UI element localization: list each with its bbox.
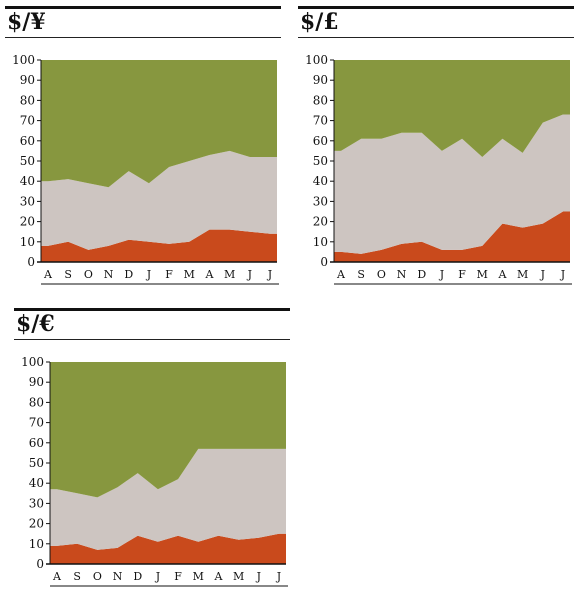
area-series-1 — [334, 114, 570, 254]
y-tick-label: 0 — [320, 255, 328, 269]
y-tick-label: 30 — [313, 194, 328, 208]
x-tick-label: M — [224, 268, 235, 281]
panel-top-rule — [5, 6, 281, 9]
y-tick-label: 50 — [20, 154, 35, 168]
title-underline — [5, 37, 281, 38]
y-tick-label: 90 — [29, 375, 44, 389]
x-tick-label: J — [155, 570, 160, 583]
chart-panel-usd-eur: $/€ 0 10 20 30 40 50 60 70 80 90 100 A S O N D J F M A M J J — [14, 308, 290, 598]
y-tick-label: 30 — [20, 194, 35, 208]
x-tick-label: N — [104, 268, 114, 281]
x-tick-label: A — [52, 570, 62, 583]
x-tick-label: J — [439, 268, 444, 281]
y-tick-label: 10 — [29, 537, 44, 551]
y-tick-label: 20 — [29, 517, 44, 531]
area-series-2 — [41, 60, 277, 188]
y-tick-label: 80 — [313, 93, 328, 107]
title-underline — [298, 37, 574, 38]
area-series-1 — [50, 448, 286, 550]
area-series-2 — [50, 362, 286, 498]
y-tick-label: 0 — [36, 557, 44, 571]
area-series-0 — [334, 211, 570, 262]
x-tick-label: N — [397, 268, 407, 281]
x-tick-label: S — [64, 268, 72, 281]
y-tick-label: 0 — [27, 255, 35, 269]
chart-title: $/¥ — [7, 9, 46, 35]
y-tick-label: 10 — [313, 235, 328, 249]
x-tick-label: O — [377, 268, 386, 281]
y-tick-label: 100 — [21, 355, 44, 369]
x-tick-label: D — [124, 268, 133, 281]
x-tick-label: J — [247, 268, 252, 281]
area-series-1 — [41, 150, 277, 250]
chart-panel-usd-jpy: $/¥ 0 10 20 30 40 50 60 70 80 90 100 A S O N D J F M A M J J — [5, 6, 281, 296]
area-series-2 — [334, 60, 570, 157]
area-series-0 — [41, 229, 277, 262]
y-tick-label: 40 — [29, 476, 44, 490]
x-tick-label: J — [560, 268, 565, 281]
x-tick-label: A — [43, 268, 53, 281]
title-underline — [14, 339, 290, 340]
x-tick-label: F — [174, 570, 182, 583]
x-tick-label: J — [276, 570, 281, 583]
x-tick-label: M — [233, 570, 244, 583]
x-tick-label: A — [213, 570, 223, 583]
x-tick-label: J — [146, 268, 151, 281]
x-tick-label: F — [165, 268, 173, 281]
x-tick-label: A — [497, 268, 507, 281]
y-tick-label: 70 — [29, 416, 44, 430]
x-tick-label: D — [417, 268, 426, 281]
y-tick-label: 60 — [20, 134, 35, 148]
x-tick-label: A — [204, 268, 214, 281]
x-tick-label: N — [113, 570, 123, 583]
y-tick-label: 80 — [20, 93, 35, 107]
x-tick-label: J — [540, 268, 545, 281]
y-tick-label: 100 — [12, 53, 35, 67]
chart-title: $/€ — [16, 311, 55, 337]
y-tick-label: 40 — [313, 174, 328, 188]
x-tick-label: J — [256, 570, 261, 583]
x-tick-label: J — [267, 268, 272, 281]
y-tick-label: 70 — [313, 114, 328, 128]
x-tick-label: O — [84, 268, 93, 281]
y-tick-label: 90 — [313, 73, 328, 87]
x-tick-label: M — [184, 268, 195, 281]
y-tick-label: 50 — [313, 154, 328, 168]
panel-top-rule — [14, 308, 290, 311]
x-tick-label: D — [133, 570, 142, 583]
x-tick-label: M — [517, 268, 528, 281]
chart-panel-usd-gbp: $/£ 0 10 20 30 40 50 60 70 80 90 100 A S O N D J F M A M J J — [298, 6, 574, 296]
x-tick-label: M — [477, 268, 488, 281]
x-tick-label: A — [336, 268, 346, 281]
panel-top-rule — [298, 6, 574, 9]
chart-title: $/£ — [300, 9, 339, 35]
y-tick-label: 20 — [20, 215, 35, 229]
x-tick-label: O — [93, 570, 102, 583]
y-tick-label: 40 — [20, 174, 35, 188]
y-tick-label: 50 — [29, 456, 44, 470]
x-tick-label: S — [357, 268, 365, 281]
y-tick-label: 10 — [20, 235, 35, 249]
y-tick-label: 90 — [20, 73, 35, 87]
y-tick-label: 60 — [29, 436, 44, 450]
area-series-0 — [50, 533, 286, 564]
y-tick-label: 70 — [20, 114, 35, 128]
y-tick-label: 60 — [313, 134, 328, 148]
y-tick-label: 30 — [29, 496, 44, 510]
y-tick-label: 20 — [313, 215, 328, 229]
y-tick-label: 80 — [29, 395, 44, 409]
x-tick-label: M — [193, 570, 204, 583]
x-tick-label: S — [73, 570, 81, 583]
x-tick-label: F — [458, 268, 466, 281]
y-tick-label: 100 — [305, 53, 328, 67]
